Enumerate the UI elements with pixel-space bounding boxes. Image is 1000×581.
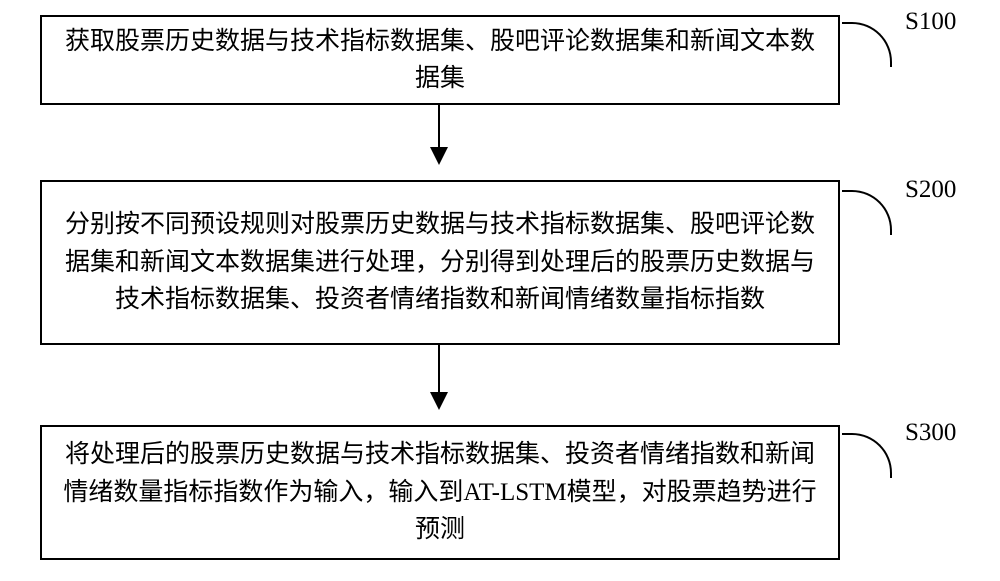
label-connector-1 — [842, 22, 892, 67]
box2-text: 分别按不同预设规则对股票历史数据与技术指标数据集、股吧评论数据集和新闻文本数据集… — [62, 206, 818, 319]
box1-text: 获取股票历史数据与技术指标数据集、股吧评论数据集和新闻文本数据集 — [62, 23, 818, 98]
label-connector-3 — [842, 433, 892, 478]
label-connector-2 — [842, 190, 892, 235]
flowchart-box-1: 获取股票历史数据与技术指标数据集、股吧评论数据集和新闻文本数据集 — [40, 15, 840, 105]
flowchart-box-3: 将处理后的股票历史数据与技术指标数据集、投资者情绪指数和新闻情绪数量指标指数作为… — [40, 425, 840, 560]
flowchart-box-2: 分别按不同预设规则对股票历史数据与技术指标数据集、股吧评论数据集和新闻文本数据集… — [40, 180, 840, 345]
arrow-2-to-3 — [438, 345, 440, 408]
box3-text: 将处理后的股票历史数据与技术指标数据集、投资者情绪指数和新闻情绪数量指标指数作为… — [62, 436, 818, 549]
arrow-1-to-2 — [438, 105, 440, 163]
step-label-s100: S100 — [905, 8, 956, 36]
step-label-s300: S300 — [905, 419, 956, 447]
step-label-s200: S200 — [905, 176, 956, 204]
flowchart-container: 获取股票历史数据与技术指标数据集、股吧评论数据集和新闻文本数据集 S100 分别… — [0, 0, 1000, 581]
